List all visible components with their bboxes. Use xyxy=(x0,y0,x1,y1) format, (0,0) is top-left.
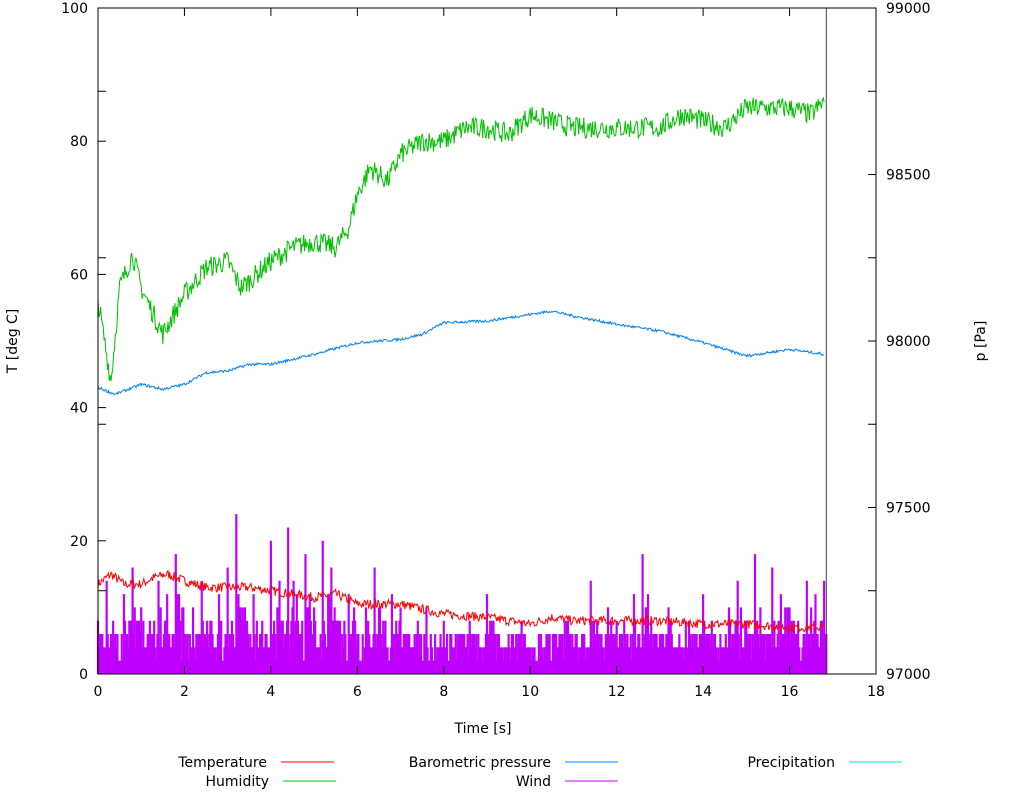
y-tick-label: 40 xyxy=(70,401,88,417)
barometric-pressure-line xyxy=(97,309,825,396)
x-tick-label: 0 xyxy=(94,684,103,700)
legend-label: Humidity xyxy=(206,774,269,790)
x-tick-label: 14 xyxy=(694,684,712,700)
x-tick-label: 2 xyxy=(180,684,189,700)
y-tick-label: 0 xyxy=(79,667,88,683)
x-tick-label: 4 xyxy=(266,684,275,700)
y2-tick-label: 97500 xyxy=(886,501,931,517)
y2-tick-label: 99000 xyxy=(886,1,931,17)
temperature-line xyxy=(97,570,825,634)
humidity-line xyxy=(97,96,825,382)
y2-tick-label: 98000 xyxy=(886,334,931,350)
x-axis-label: Time [s] xyxy=(454,721,512,737)
legend: Temperature Humidity Barometric pressure Wi… xyxy=(177,755,902,790)
legend-label: Precipitation xyxy=(747,755,835,771)
y-tick-label: 60 xyxy=(70,267,88,283)
x-tick-label: 8 xyxy=(439,684,448,700)
x-tick-label: 16 xyxy=(781,684,799,700)
y2-tick-label: 98500 xyxy=(886,168,931,184)
y-tick-label: 100 xyxy=(61,1,88,17)
y2-axis-label: p [Pa] xyxy=(973,321,989,362)
x-tick-label: 6 xyxy=(353,684,362,700)
x-tick-label: 12 xyxy=(608,684,626,700)
y-tick-label: 80 xyxy=(70,134,88,150)
x-tick-label: 10 xyxy=(521,684,539,700)
x-tick-label: 18 xyxy=(867,684,885,700)
legend-label: Temperature xyxy=(177,755,267,771)
y-tick-label: 20 xyxy=(70,534,88,550)
legend-label: Barometric pressure xyxy=(409,755,551,771)
y2-tick-label: 97000 xyxy=(886,667,931,683)
y-axis-label: T [deg C] xyxy=(5,309,21,375)
legend-label: Wind xyxy=(516,774,551,790)
